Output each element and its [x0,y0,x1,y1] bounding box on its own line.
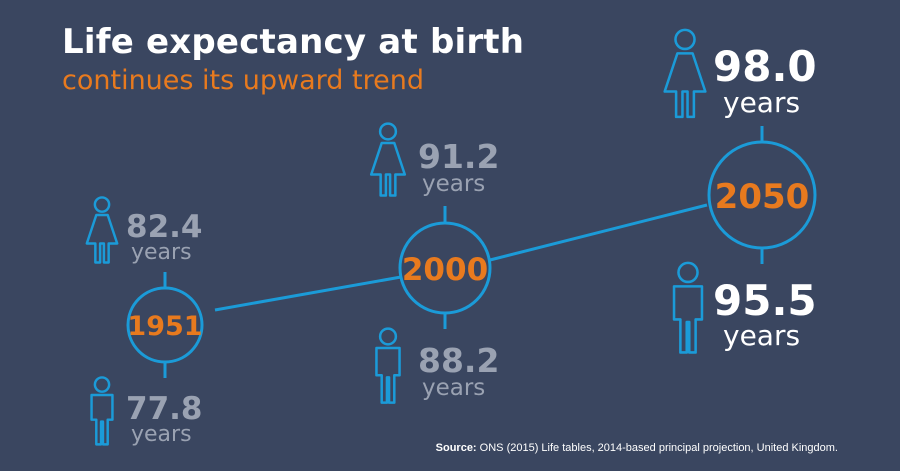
female-unit-1951: years [131,240,192,265]
female-person-icon [663,28,707,119]
male-life-expectancy-2050: 95.5 [713,276,817,325]
trend-line-segment-2 [489,203,708,262]
source-note: Source: ONS (2015) Life tables, 2014-bas… [436,442,838,454]
source-text: ONS (2015) Life tables, 2014-based princ… [479,442,838,454]
male-person-icon [672,261,704,354]
female-unit-2000: years [422,171,486,197]
year-label: 1951 [127,311,202,342]
female-life-expectancy-2050: 98.0 [713,42,817,91]
male-unit-2050: years [723,319,801,352]
year-circle-2000 [398,221,492,315]
year-label: 2000 [402,252,488,288]
female-life-expectancy-1951: 82.4 [126,209,203,245]
source-label: Source: [435,442,477,454]
female-person-icon [369,122,407,197]
subheadline: continues its upward trend [62,65,424,96]
female-person-icon [85,196,119,264]
male-unit-1951: years [131,422,192,447]
female-life-expectancy-2000: 91.2 [418,137,500,176]
female-unit-2050: years [723,86,801,119]
trend-line-segment-1 [214,275,402,312]
headline: Life expectancy at birth [62,22,525,62]
male-person-icon [90,376,114,446]
year-label: 2050 [715,177,810,217]
male-life-expectancy-1951: 77.8 [126,391,203,427]
year-circle-1951 [126,286,204,364]
male-life-expectancy-2000: 88.2 [418,341,500,380]
male-unit-2000: years [422,375,486,401]
male-person-icon [375,327,401,404]
year-circle-2050 [707,140,817,250]
